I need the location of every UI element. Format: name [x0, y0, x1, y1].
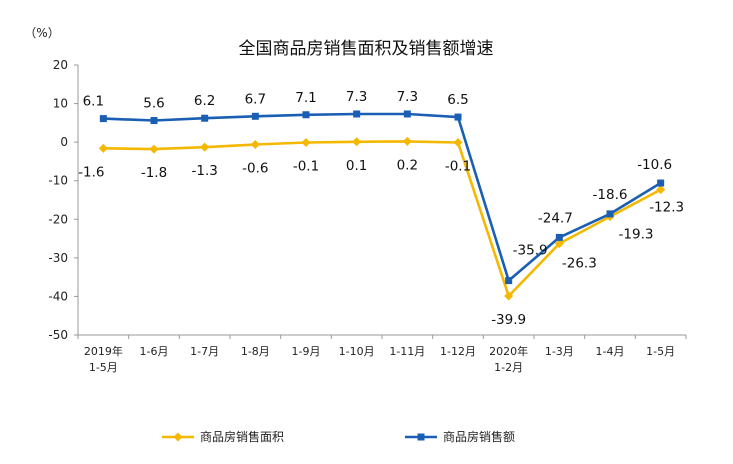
data-point: [606, 210, 614, 218]
data-label: 0.2: [397, 157, 418, 173]
chart-title: 全国商品房销售面积及销售额增速: [239, 39, 494, 59]
series-lines: [98, 110, 666, 301]
legend-item-1: 商品房销售面积: [162, 429, 284, 444]
data-label: -35.9: [513, 243, 548, 259]
series-line: [103, 140, 662, 298]
x-tick-label: 1-3月: [545, 345, 574, 358]
data-point: [201, 114, 209, 122]
x-tick-label: 2020年 1-2月: [489, 344, 528, 374]
data-point: [403, 110, 411, 118]
y-tick-label: -10: [48, 174, 68, 188]
data-label: -0.1: [445, 159, 471, 175]
data-point: [454, 113, 462, 121]
data-label: 6.2: [194, 93, 215, 109]
x-tick-label: 1-8月: [241, 345, 270, 358]
legend: 商品房销售面积 商品房销售额: [162, 429, 515, 444]
data-label: -1.6: [78, 164, 104, 180]
data-point: [504, 291, 514, 301]
x-tick-label: 1-5月: [646, 345, 675, 358]
y-tick-label: 0: [60, 135, 68, 149]
x-tick-label: 1-4月: [596, 345, 625, 358]
data-label: -12.3: [649, 200, 684, 216]
data-label: -10.6: [637, 157, 672, 173]
y-tick-label: 20: [53, 58, 68, 72]
series-2: [99, 110, 665, 285]
y-tick-label: -30: [48, 251, 68, 265]
data-label: -1.3: [191, 163, 217, 179]
data-point: [453, 138, 463, 148]
x-tick-label: 1-10月: [339, 345, 375, 358]
data-point: [302, 111, 310, 119]
data-label: -19.3: [619, 227, 654, 243]
legend-marker: [417, 433, 425, 441]
x-tick-label: 1-7月: [190, 345, 219, 358]
data-label: 0.1: [346, 158, 367, 174]
data-point: [200, 142, 210, 152]
legend-marker: [173, 432, 183, 442]
data-label: 5.6: [143, 96, 164, 112]
series-1: [98, 136, 666, 301]
legend-label: 商品房销售面积: [200, 429, 284, 444]
data-point: [657, 179, 665, 187]
x-tick-label: 2019年 1-5月: [84, 344, 123, 374]
data-label: -0.6: [242, 160, 268, 176]
data-point: [352, 137, 362, 147]
data-point: [402, 136, 412, 146]
data-labels: 6.1 5.6 6.2 6.7 7.1 7.3 7.3 6.5-35.9-24.7-18.6-…: [78, 89, 684, 328]
data-label: 6.5: [447, 92, 468, 108]
data-point: [99, 115, 107, 123]
data-label: -1.8: [141, 165, 167, 181]
data-point: [250, 139, 260, 149]
series-line: [103, 112, 662, 282]
data-point: [656, 185, 666, 195]
data-label: 7.1: [295, 90, 316, 106]
data-label: 6.1: [83, 94, 104, 110]
data-point: [505, 277, 513, 285]
x-tick-label: 1-11月: [389, 345, 425, 358]
data-label: -18.6: [593, 187, 628, 203]
legend-label: 商品房销售额: [443, 429, 515, 444]
legend-item-2: 商品房销售额: [405, 429, 515, 444]
data-label: 6.7: [245, 91, 266, 107]
y-tick-label: -40: [48, 289, 68, 303]
data-label: -24.7: [538, 210, 573, 226]
y-axis-ticks: 20 10 0 -10 -20 -30 -40 -50: [48, 58, 78, 342]
x-axis-ticks: 2019年 1-5月 1-6月 1-7月 1-8月 1-9月 1-10月 1-11月 1-12月…: [77, 335, 687, 374]
x-tick-label: 1-6月: [140, 345, 169, 358]
y-unit-label: （%）: [24, 26, 59, 40]
data-point: [301, 138, 311, 148]
data-point: [98, 143, 108, 153]
data-point: [554, 239, 564, 249]
data-point: [150, 117, 158, 125]
y-tick-label: 10: [53, 97, 68, 111]
data-label: 7.3: [346, 89, 367, 105]
data-label: 7.3: [397, 89, 418, 105]
data-label: -26.3: [562, 256, 597, 272]
data-point: [251, 112, 259, 120]
data-label: -0.1: [293, 159, 319, 175]
data-point: [555, 233, 563, 241]
x-tick-label: 1-9月: [292, 345, 321, 358]
data-label: -39.9: [491, 312, 526, 328]
y-tick-label: -20: [48, 212, 68, 226]
y-tick-label: -50: [48, 328, 68, 342]
data-point: [149, 144, 159, 154]
data-point: [353, 110, 361, 118]
x-tick-label: 1-12月: [440, 345, 476, 358]
